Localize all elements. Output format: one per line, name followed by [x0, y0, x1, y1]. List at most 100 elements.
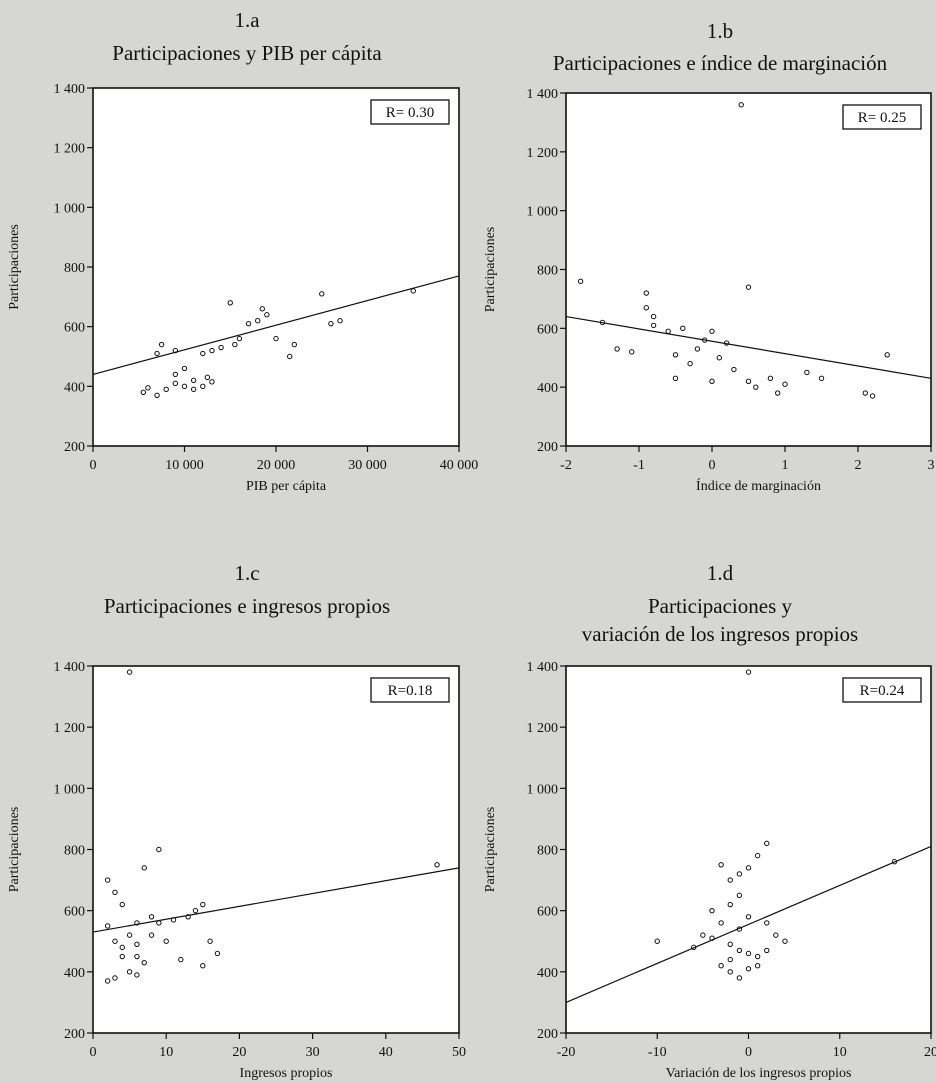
y-tick-label: 1 200	[527, 721, 559, 736]
data-point	[207, 938, 213, 944]
data-point	[156, 920, 162, 926]
data-point	[716, 355, 722, 361]
plot-area	[92, 87, 460, 447]
data-point	[665, 328, 671, 334]
x-tick-label: 20 000	[257, 458, 296, 473]
y-tick-label: 400	[537, 381, 558, 396]
y-tick-label: 200	[537, 1027, 558, 1042]
y-tick-label: 600	[537, 905, 558, 920]
data-point	[104, 978, 111, 984]
x-axis-label: PIB per cápita	[246, 479, 327, 494]
data-point	[163, 386, 169, 393]
data-point	[236, 335, 243, 342]
plot-area	[565, 665, 932, 1034]
y-tick-label: 800	[64, 261, 85, 276]
data-point	[727, 901, 733, 908]
data-point	[727, 956, 733, 963]
y-tick-label: 600	[537, 322, 558, 337]
data-point	[782, 938, 788, 944]
data-point	[629, 349, 635, 355]
data-point	[232, 341, 238, 348]
data-point	[172, 380, 179, 387]
data-point	[181, 383, 188, 390]
data-point	[754, 953, 761, 960]
data-point	[158, 341, 165, 348]
data-point	[709, 907, 715, 914]
data-point	[818, 375, 825, 382]
data-point	[218, 344, 224, 351]
y-tick-label: 1 000	[54, 782, 86, 797]
y-tick-label: 800	[537, 264, 558, 279]
data-point	[754, 963, 761, 969]
data-point	[154, 350, 160, 357]
data-point	[148, 932, 155, 938]
data-point	[736, 926, 743, 932]
data-point	[753, 384, 759, 390]
regression-line	[565, 845, 932, 1003]
x-tick-label: 20	[232, 1045, 246, 1060]
y-axis-label: Participaciones	[7, 224, 22, 310]
data-point	[119, 901, 125, 908]
data-point	[172, 347, 179, 354]
y-tick-label: 400	[537, 966, 558, 981]
data-point	[694, 346, 701, 352]
y-tick-label: 800	[537, 844, 558, 859]
panel-id: 1.d	[707, 561, 734, 585]
data-point	[700, 932, 706, 938]
x-tick-label: -10	[648, 1045, 667, 1060]
y-tick-label: 200	[537, 440, 558, 455]
y-tick-label: 600	[64, 905, 85, 920]
x-tick-label: 10 000	[165, 458, 204, 473]
data-point	[672, 352, 679, 358]
regression-line	[92, 275, 460, 375]
data-point	[148, 914, 155, 920]
data-point	[767, 375, 774, 382]
data-point	[680, 325, 686, 332]
data-point	[200, 350, 206, 357]
data-point	[736, 975, 743, 981]
data-point	[104, 923, 111, 929]
data-point	[614, 346, 620, 352]
data-point	[745, 669, 752, 675]
data-point	[291, 341, 297, 348]
data-point	[727, 941, 733, 948]
data-point	[745, 966, 752, 972]
x-tick-label: 10	[159, 1045, 173, 1060]
data-point	[650, 313, 657, 320]
data-point	[738, 102, 744, 108]
panel-1-b: 1.b Participaciones e índice de marginaci…	[483, 19, 935, 494]
data-point	[126, 669, 133, 675]
data-point	[709, 328, 715, 334]
y-tick-label: 1 400	[54, 660, 86, 675]
data-point	[227, 300, 233, 306]
data-point	[745, 284, 752, 290]
y-tick-label: 1 200	[527, 146, 559, 161]
data-point	[200, 963, 206, 969]
x-tick-label: 40	[379, 1045, 393, 1060]
data-point	[209, 379, 215, 385]
data-point	[170, 917, 177, 923]
plot-area	[565, 92, 932, 447]
data-point	[718, 862, 724, 868]
data-point	[134, 941, 140, 948]
data-point	[745, 950, 752, 957]
data-point	[709, 378, 715, 384]
x-tick-label: 20	[924, 1045, 936, 1060]
data-point	[134, 953, 140, 960]
data-point	[736, 871, 743, 877]
data-point	[764, 920, 770, 926]
panel-1-d: 1.d Participaciones y variación de los ing…	[483, 561, 936, 1081]
y-axis-label: Participaciones	[7, 807, 22, 893]
x-tick-label: -2	[560, 458, 572, 473]
r-value-box	[842, 677, 922, 703]
data-point	[577, 278, 584, 284]
x-tick-label: 40 000	[440, 458, 479, 473]
data-point	[192, 907, 199, 914]
data-point	[736, 892, 743, 899]
x-tick-label: 50	[452, 1045, 466, 1060]
data-point	[141, 865, 147, 871]
data-point	[654, 938, 660, 944]
data-point	[869, 393, 876, 399]
data-point	[273, 335, 279, 342]
